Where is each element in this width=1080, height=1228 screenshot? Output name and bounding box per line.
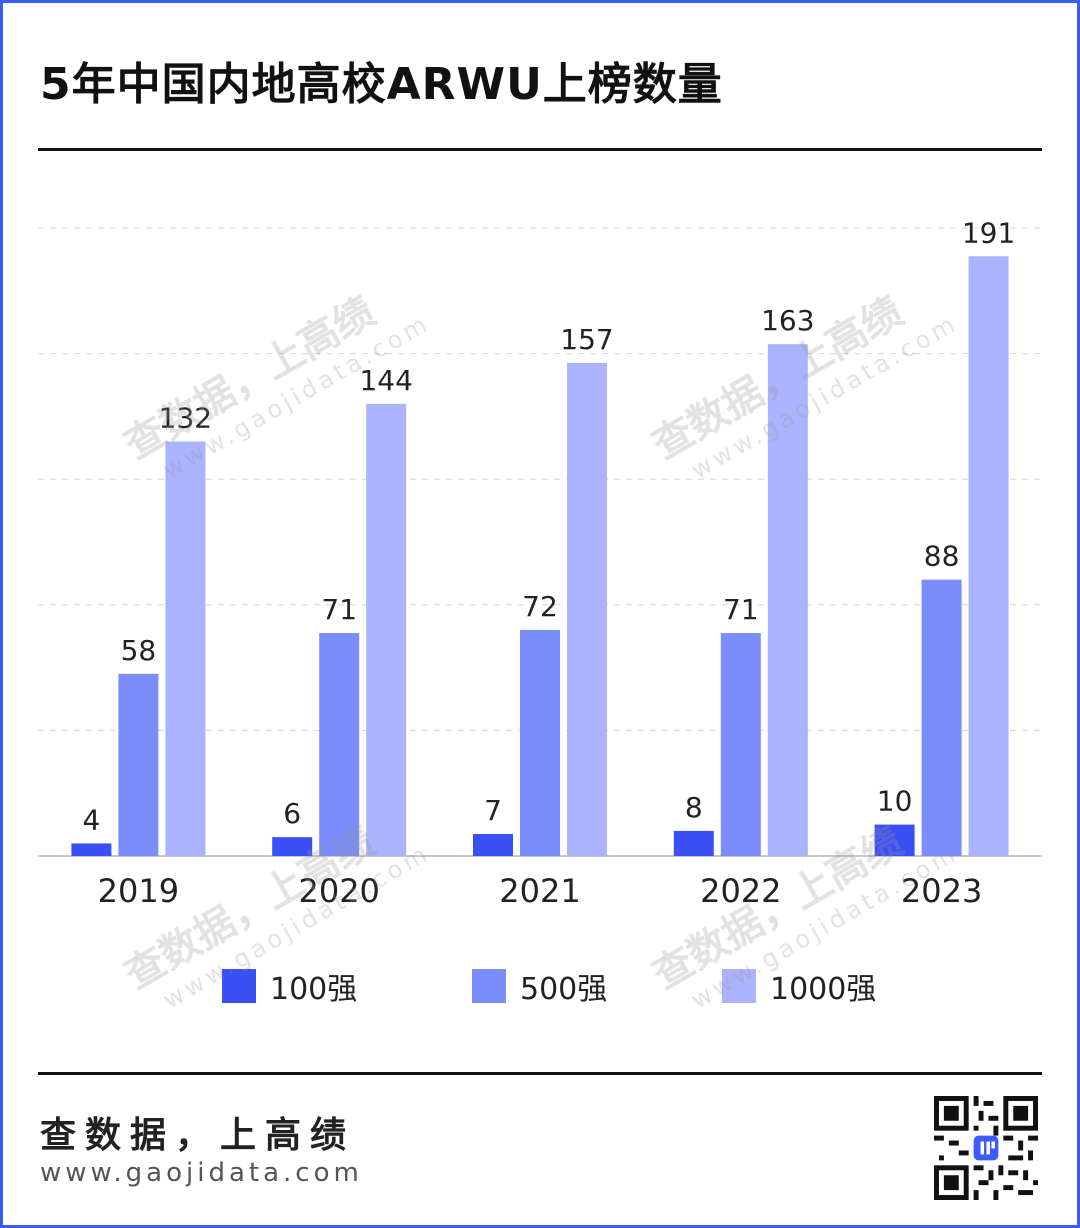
legend-label-top100: 100强 <box>270 972 358 1007</box>
chart-data-labels: 4 58 132 6 71 144 7 72 157 8 71 163 10 88 191 <box>82 216 1015 836</box>
bar-top500-2021 <box>520 629 560 856</box>
x-tick-label-2022: 2022 <box>700 872 781 910</box>
legend-swatch-top1000 <box>722 969 756 1003</box>
x-tick-label-2019: 2019 <box>98 872 179 910</box>
data-label-top500-2019: 58 <box>121 634 157 667</box>
bar-top500-2020 <box>319 633 360 856</box>
bar-top1000-2022 <box>767 344 808 856</box>
bar-top100-2023 <box>874 824 915 856</box>
legend-item-top1000: 1000强 <box>722 966 877 1007</box>
chart-x-axis: 2019 2020 2021 2022 2023 <box>98 872 983 910</box>
data-label-top1000-2023: 191 <box>962 216 1015 249</box>
data-label-top100-2023: 10 <box>877 785 913 818</box>
footer-divider <box>38 1072 1042 1075</box>
legend-label-top1000: 1000强 <box>770 972 877 1007</box>
data-label-top1000-2022: 163 <box>761 304 814 337</box>
data-label-top100-2020: 6 <box>283 797 301 830</box>
x-tick-label-2021: 2021 <box>499 872 580 910</box>
x-tick-label-2020: 2020 <box>298 872 379 910</box>
bar-top500-2019 <box>118 673 159 856</box>
data-label-top100-2021: 7 <box>484 794 502 827</box>
legend-item-top100: 100强 <box>222 966 358 1007</box>
chart-bars <box>71 256 1009 856</box>
data-label-top1000-2020: 144 <box>359 364 412 397</box>
data-label-top1000-2021: 157 <box>560 323 613 356</box>
bar-top1000-2019 <box>165 441 206 856</box>
chart-title: 5年中国内地高校ARWU上榜数量 <box>40 59 723 110</box>
footer-url: www.gaojidata.com <box>40 1158 363 1188</box>
legend-label-top500: 500强 <box>520 972 608 1007</box>
bar-top100-2020 <box>272 837 313 856</box>
bar-top1000-2021 <box>567 363 607 856</box>
legend-item-top500: 500强 <box>472 966 608 1007</box>
footer-slogan: 查数据，上高绩 <box>40 1115 356 1156</box>
bar-top100-2022 <box>673 830 714 856</box>
data-label-top100-2019: 4 <box>82 803 100 836</box>
data-label-top500-2022: 71 <box>723 593 759 626</box>
bar-top1000-2020 <box>366 403 407 856</box>
bar-top100-2019 <box>71 843 112 856</box>
data-label-top500-2023: 88 <box>924 540 960 573</box>
bar-top500-2023 <box>921 579 962 856</box>
qr-code-icon <box>934 1096 1038 1200</box>
chart-legend: 100强 500强 1000强 <box>0 966 1080 1007</box>
legend-swatch-top500 <box>472 969 506 1003</box>
data-label-top1000-2019: 132 <box>159 402 212 435</box>
bar-top100-2021 <box>473 834 513 856</box>
bar-top500-2022 <box>720 633 761 856</box>
legend-swatch-top100 <box>222 969 256 1003</box>
data-label-top100-2022: 8 <box>685 791 703 824</box>
data-label-top500-2020: 71 <box>321 593 357 626</box>
x-tick-label-2023: 2023 <box>901 872 982 910</box>
bar-top1000-2023 <box>968 256 1009 856</box>
data-label-top500-2021: 72 <box>522 590 558 623</box>
title-divider <box>38 148 1042 151</box>
bar-chart: 4 58 132 6 71 144 7 72 157 8 71 163 10 88 191 2019 2020… <box>38 216 1042 910</box>
